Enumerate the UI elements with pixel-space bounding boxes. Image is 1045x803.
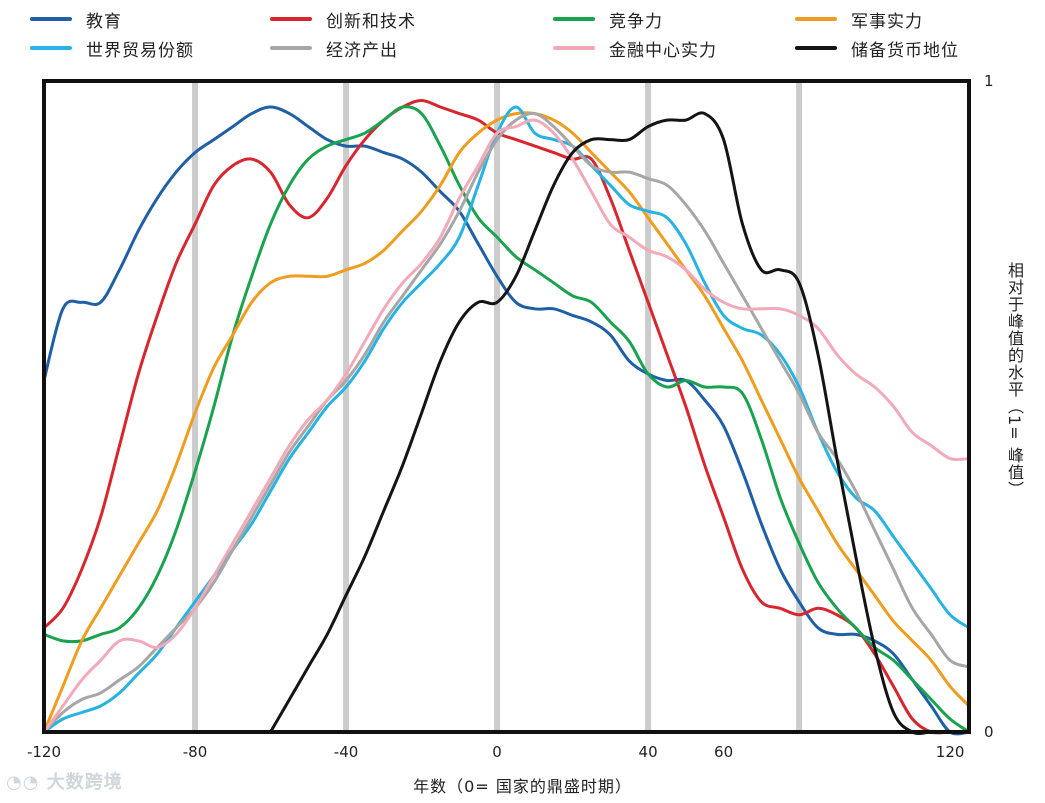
legend-label-innovation: 创新和技术	[326, 11, 416, 32]
gridlines	[192, 81, 803, 732]
watermark-logo-icon: ◔◔	[6, 772, 40, 793]
axis-ticks: -120 -80 -40 0 40 60 120 0 1	[27, 72, 994, 761]
x-tick-label: 60	[714, 743, 733, 761]
legend-swatch-competitiveness	[553, 17, 595, 21]
legend-swatch-military	[795, 17, 837, 21]
plot-frame	[42, 79, 971, 734]
legend-item-trade-share: 世界贸易份额	[30, 35, 194, 61]
legend-label-reserve-currency: 储备货币地位	[851, 40, 959, 61]
x-tick-label: -80	[183, 743, 208, 761]
legend-swatch-education	[30, 17, 72, 21]
x-tick-label: 0	[492, 743, 502, 761]
legend-item-innovation: 创新和技术	[270, 6, 416, 32]
series-line-2	[42, 105, 971, 734]
series-line-7	[269, 111, 952, 735]
legend-label-education: 教育	[86, 11, 122, 32]
legend-swatch-reserve-currency	[795, 46, 837, 50]
series-line-0	[42, 105, 971, 736]
x-tick-label: -40	[334, 743, 359, 761]
legend-label-competitiveness: 竞争力	[609, 11, 663, 32]
legend-label-economic-output: 经济产出	[326, 40, 398, 61]
legend-swatch-financial-center	[553, 46, 595, 50]
legend-item-financial-center: 金融中心实力	[553, 35, 717, 61]
legend-label-military: 军事实力	[851, 11, 923, 32]
x-tick-label: -120	[27, 743, 61, 761]
legend-item-economic-output: 经济产出	[270, 35, 398, 61]
series-lines	[42, 99, 971, 736]
watermark-text: 大数跨境	[46, 772, 123, 793]
series-line-6	[42, 118, 971, 734]
legend-swatch-innovation	[270, 17, 312, 21]
x-tick-label: 40	[639, 743, 658, 761]
legend-swatch-economic-output	[270, 46, 312, 50]
y-axis-label: 相对于峰值的水平（1= 峰值）	[1005, 262, 1024, 498]
series-line-1	[42, 99, 971, 735]
y-tick-label: 0	[984, 723, 994, 741]
y-tick-label: 1	[984, 72, 994, 90]
legend-item-reserve-currency: 储备货币地位	[795, 35, 959, 61]
x-tick-label: 120	[936, 743, 965, 761]
legend-label-trade-share: 世界贸易份额	[86, 40, 194, 61]
legend-item-education: 教育	[30, 6, 122, 32]
legend-item-competitiveness: 竞争力	[553, 6, 663, 32]
x-axis-label: 年数（0= 国家的鼎盛时期）	[413, 777, 632, 796]
chart-legend: 教育 世界贸易份额 创新和技术 经济产出 竞争力 金融中心实力 军事实力 储备货…	[0, 0, 1045, 70]
watermark: ◔◔ 大数跨境	[6, 768, 123, 794]
legend-swatch-trade-share	[30, 46, 72, 50]
legend-item-military: 军事实力	[795, 6, 923, 32]
legend-label-financial-center: 金融中心实力	[609, 40, 717, 61]
